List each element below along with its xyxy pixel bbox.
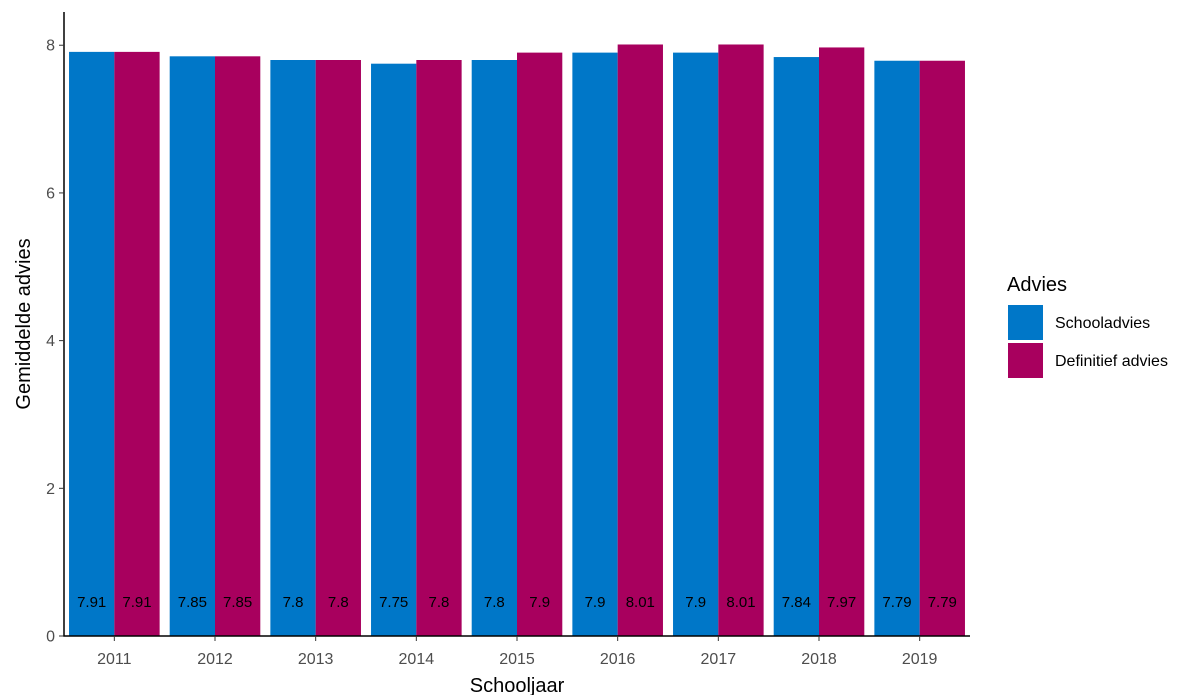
data-label-definitief-advies-2011: 7.91 <box>122 594 151 611</box>
bar-schooladvies-2011 <box>69 51 115 636</box>
legend-swatch-definitief-advies <box>1008 343 1043 378</box>
bar-schooladvies-2012 <box>169 56 215 637</box>
data-label-definitief-advies-2017: 8.01 <box>726 594 755 611</box>
y-ticks-layer: 0 2 4 6 8 <box>46 38 64 646</box>
data-label-schooladvies-2018: 7.84 <box>782 594 811 611</box>
data-label-definitief-advies-2018: 7.97 <box>827 594 856 611</box>
bar-schooladvies-2018 <box>773 57 819 637</box>
x-tick-label: 2019 <box>902 651 938 668</box>
data-label-definitief-advies-2014: 7.8 <box>429 594 450 611</box>
x-tick-label: 2018 <box>801 651 837 668</box>
bar-definitief-advies-2015 <box>517 52 563 637</box>
data-label-definitief-advies-2016: 8.01 <box>626 594 655 611</box>
x-tick-label: 2012 <box>197 651 233 668</box>
bar-definitief-advies-2013 <box>315 60 361 636</box>
bars-layer <box>69 44 965 637</box>
data-label-definitief-advies-2015: 7.9 <box>529 594 550 611</box>
bar-schooladvies-2013 <box>270 60 316 636</box>
bar-definitief-advies-2019 <box>919 60 965 637</box>
data-label-definitief-advies-2012: 7.85 <box>223 594 252 611</box>
bar-definitief-advies-2018 <box>819 47 865 636</box>
y-tick-label: 2 <box>46 481 55 498</box>
data-labels-layer: 7.91 7.91 7.85 7.85 7.8 7.8 7.75 7.8 7.8 7.9 7.9 8.… <box>77 594 957 611</box>
x-tick-label: 2016 <box>600 651 636 668</box>
bar-schooladvies-2017 <box>673 52 719 637</box>
legend-label-schooladvies: Schooladvies <box>1055 315 1150 332</box>
data-label-definitief-advies-2013: 7.8 <box>328 594 349 611</box>
data-label-schooladvies-2012: 7.85 <box>178 594 207 611</box>
data-label-schooladvies-2016: 7.9 <box>585 594 606 611</box>
data-label-schooladvies-2015: 7.8 <box>484 594 505 611</box>
x-ticks-layer: 2011 2012 2013 2014 2015 2016 2017 2018 2019 <box>97 636 938 668</box>
y-tick-label: 8 <box>46 38 55 55</box>
legend-swatch-schooladvies <box>1008 305 1043 340</box>
bar-definitief-advies-2014 <box>416 60 462 636</box>
data-label-schooladvies-2017: 7.9 <box>685 594 706 611</box>
bar-definitief-advies-2016 <box>617 44 663 637</box>
data-label-schooladvies-2019: 7.79 <box>882 594 911 611</box>
bar-schooladvies-2014 <box>371 63 417 636</box>
bar-schooladvies-2019 <box>874 60 920 637</box>
x-tick-label: 2015 <box>499 651 535 668</box>
legend: Advies Schooladvies Definitief advies <box>1007 274 1168 378</box>
y-axis-title: Gemiddelde advies <box>13 238 35 409</box>
bar-definitief-advies-2012 <box>215 56 261 637</box>
y-tick-label: 4 <box>46 333 55 350</box>
bar-schooladvies-2016 <box>572 52 618 637</box>
x-tick-label: 2014 <box>399 651 435 668</box>
data-label-schooladvies-2013: 7.8 <box>283 594 304 611</box>
x-tick-label: 2017 <box>701 651 737 668</box>
bar-schooladvies-2015 <box>471 60 517 636</box>
data-label-schooladvies-2014: 7.75 <box>379 594 408 611</box>
x-tick-label: 2013 <box>298 651 334 668</box>
y-tick-label: 6 <box>46 185 55 202</box>
x-axis-title: Schooljaar <box>470 675 565 695</box>
data-label-schooladvies-2011: 7.91 <box>77 594 106 611</box>
data-label-definitief-advies-2019: 7.79 <box>928 594 957 611</box>
legend-label-definitief-advies: Definitief advies <box>1055 353 1168 370</box>
legend-items: Schooladvies Definitief advies <box>1008 305 1168 378</box>
bar-definitief-advies-2017 <box>718 44 764 637</box>
legend-title: Advies <box>1007 274 1067 296</box>
bar-definitief-advies-2011 <box>114 51 160 636</box>
x-tick-label: 2011 <box>97 651 132 668</box>
y-tick-label: 0 <box>46 629 55 646</box>
